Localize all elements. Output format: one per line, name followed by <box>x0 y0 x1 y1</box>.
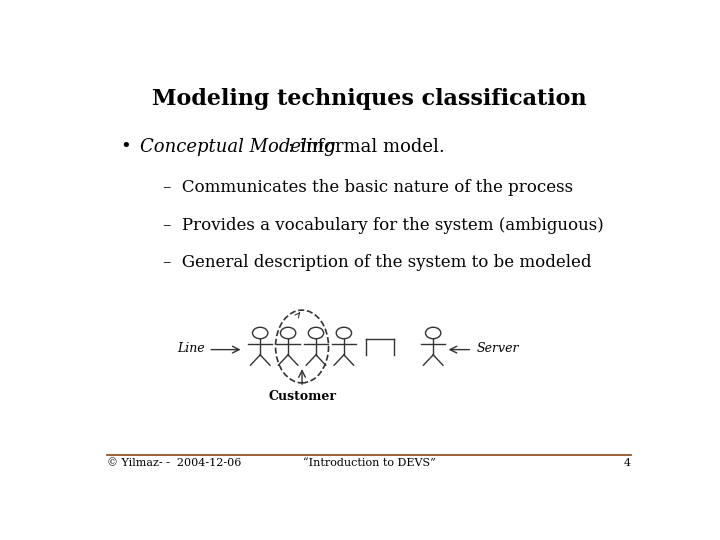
Text: © Yilmaz- -  2004-12-06: © Yilmaz- - 2004-12-06 <box>107 458 241 468</box>
Text: Server: Server <box>477 342 519 355</box>
Text: Customer: Customer <box>268 390 336 403</box>
Text: 4: 4 <box>624 458 631 468</box>
Text: –  General description of the system to be modeled: – General description of the system to b… <box>163 254 591 271</box>
Text: –  Communicates the basic nature of the process: – Communicates the basic nature of the p… <box>163 179 572 196</box>
Text: –  Provides a vocabulary for the system (ambiguous): – Provides a vocabulary for the system (… <box>163 217 603 234</box>
Text: “Introduction to DEVS”: “Introduction to DEVS” <box>302 458 436 468</box>
Text: Modeling techniques classification: Modeling techniques classification <box>152 87 586 110</box>
Text: : informal model.: : informal model. <box>288 138 445 156</box>
Text: •: • <box>121 138 132 156</box>
Text: Line: Line <box>177 342 204 355</box>
Text: Conceptual Modeling: Conceptual Modeling <box>140 138 336 156</box>
